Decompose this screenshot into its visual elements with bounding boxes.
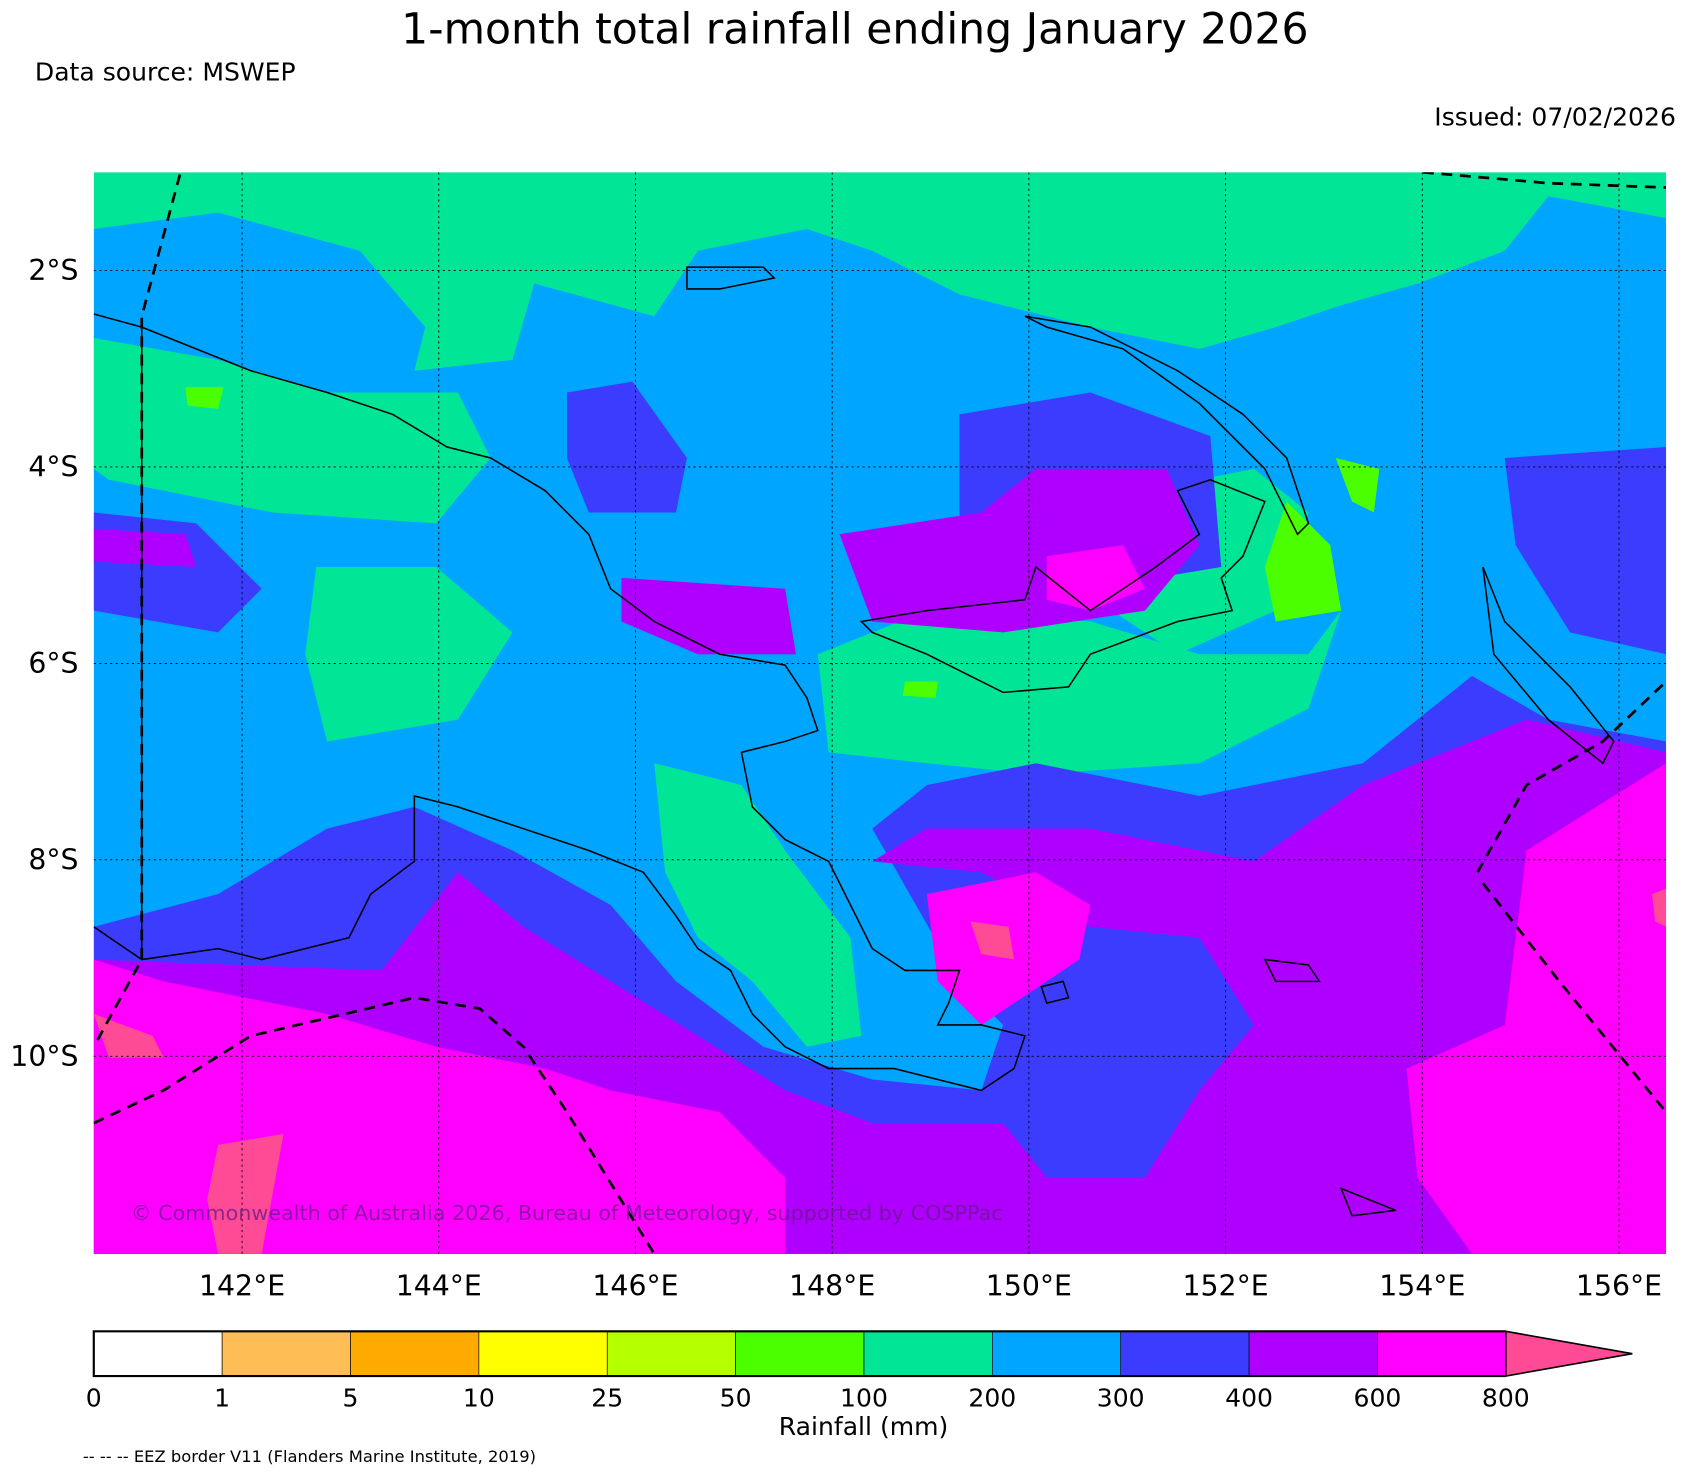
longitude-tick-label: 144°E — [396, 1269, 482, 1302]
data-source-label: Data source: MSWEP — [35, 58, 296, 87]
bougainville-coastline — [1482, 566, 1615, 765]
colorbar-tick-label: 0 — [86, 1384, 102, 1413]
longitude-tick-label: 146°E — [592, 1269, 678, 1302]
longitude-tick-label: 148°E — [789, 1269, 875, 1302]
colorbar-label: Rainfall (mm) — [779, 1412, 949, 1441]
colorbar-segment — [221, 1331, 351, 1377]
colorbar-tick-label: 300 — [1097, 1384, 1145, 1413]
manus-coastline — [686, 266, 776, 290]
new-guinea-coastline — [93, 313, 1026, 1092]
colorbar-tick-label: 600 — [1354, 1384, 1402, 1413]
coastlines — [93, 266, 1615, 1217]
colorbar-tick-label: 200 — [968, 1384, 1016, 1413]
colorbar-segment — [1377, 1331, 1507, 1377]
latitude-tick-label: 8°S — [28, 844, 78, 877]
colorbar-tick-label: 5 — [343, 1384, 359, 1413]
eez-border-west — [93, 174, 182, 1048]
colorbar-segment — [863, 1331, 993, 1377]
figure-title: 1-month total rainfall ending January 20… — [401, 6, 1308, 55]
eez-border-south — [93, 996, 656, 1254]
colorbar-segment — [735, 1331, 865, 1377]
colorbar-segment — [93, 1331, 223, 1377]
map-panel[interactable]: © Commonwealth of Australia 2026, Bureau… — [93, 172, 1667, 1254]
milne-bay-islands — [1040, 958, 1396, 1217]
colorbar-segment — [992, 1331, 1122, 1377]
longitude-tick-label: 152°E — [1183, 1269, 1269, 1302]
colorbar-segment — [478, 1331, 608, 1377]
longitude-tick-label: 154°E — [1379, 1269, 1465, 1302]
rain-over-800-field — [93, 888, 1667, 1254]
longitude-tick-label: 142°E — [199, 1269, 285, 1302]
colorbar-outline — [92, 1330, 1506, 1378]
latitude-tick-label: 6°S — [28, 647, 78, 680]
colorbar-segment — [1248, 1331, 1378, 1377]
colorbar-segment — [1120, 1331, 1250, 1377]
colorbar-extend-arrow — [1504, 1330, 1633, 1378]
longitude-tick-labels: 142°E 144°E 146°E 148°E 150°E 152°E 154°E 156°E — [199, 1269, 1662, 1302]
latitude-tick-label: 2°S — [28, 254, 78, 287]
colorbar-segment — [606, 1331, 736, 1377]
latitude-tick-label: 4°S — [28, 451, 78, 484]
issued-date: Issued: 07/02/2026 — [1434, 102, 1676, 131]
eez-borders — [93, 172, 1667, 1254]
eez-footnote: -- -- -- EEZ border V11 (Flanders Marine… — [83, 1447, 536, 1466]
rain-600-800-field — [93, 545, 1667, 1254]
colorbar-tick-label: 25 — [591, 1384, 623, 1413]
eez-border-northeast — [1422, 172, 1667, 189]
colorbar-tick-label: 10 — [463, 1384, 495, 1413]
colorbar: 0 1 5 10 25 50 100 200 300 400 600 800 — [86, 1330, 1633, 1413]
eez-border-east — [1476, 680, 1667, 873]
copyright-notice: © Commonwealth of Australia 2026, Bureau… — [131, 1201, 1003, 1225]
colorbar-tick-label: 50 — [720, 1384, 752, 1413]
graticule — [93, 172, 1667, 1254]
colorbar-segment — [350, 1331, 480, 1377]
colorbar-tick-label: 100 — [840, 1384, 888, 1413]
colorbar-tick-label: 1 — [214, 1384, 230, 1413]
new-britain-coastline — [859, 478, 1266, 694]
latitude-tick-labels: 2°S 4°S 6°S 8°S 10°S — [10, 254, 78, 1073]
latitude-tick-label: 10°S — [10, 1040, 78, 1073]
longitude-tick-label: 150°E — [986, 1269, 1072, 1302]
eez-border-southeast — [1481, 882, 1667, 1114]
rain-100-200-patches — [93, 338, 1342, 1047]
colorbar-tick-label: 400 — [1225, 1384, 1273, 1413]
colorbar-tick-label: 800 — [1482, 1384, 1530, 1413]
new-ireland-coastline — [1024, 315, 1310, 536]
longitude-tick-label: 156°E — [1576, 1269, 1662, 1302]
